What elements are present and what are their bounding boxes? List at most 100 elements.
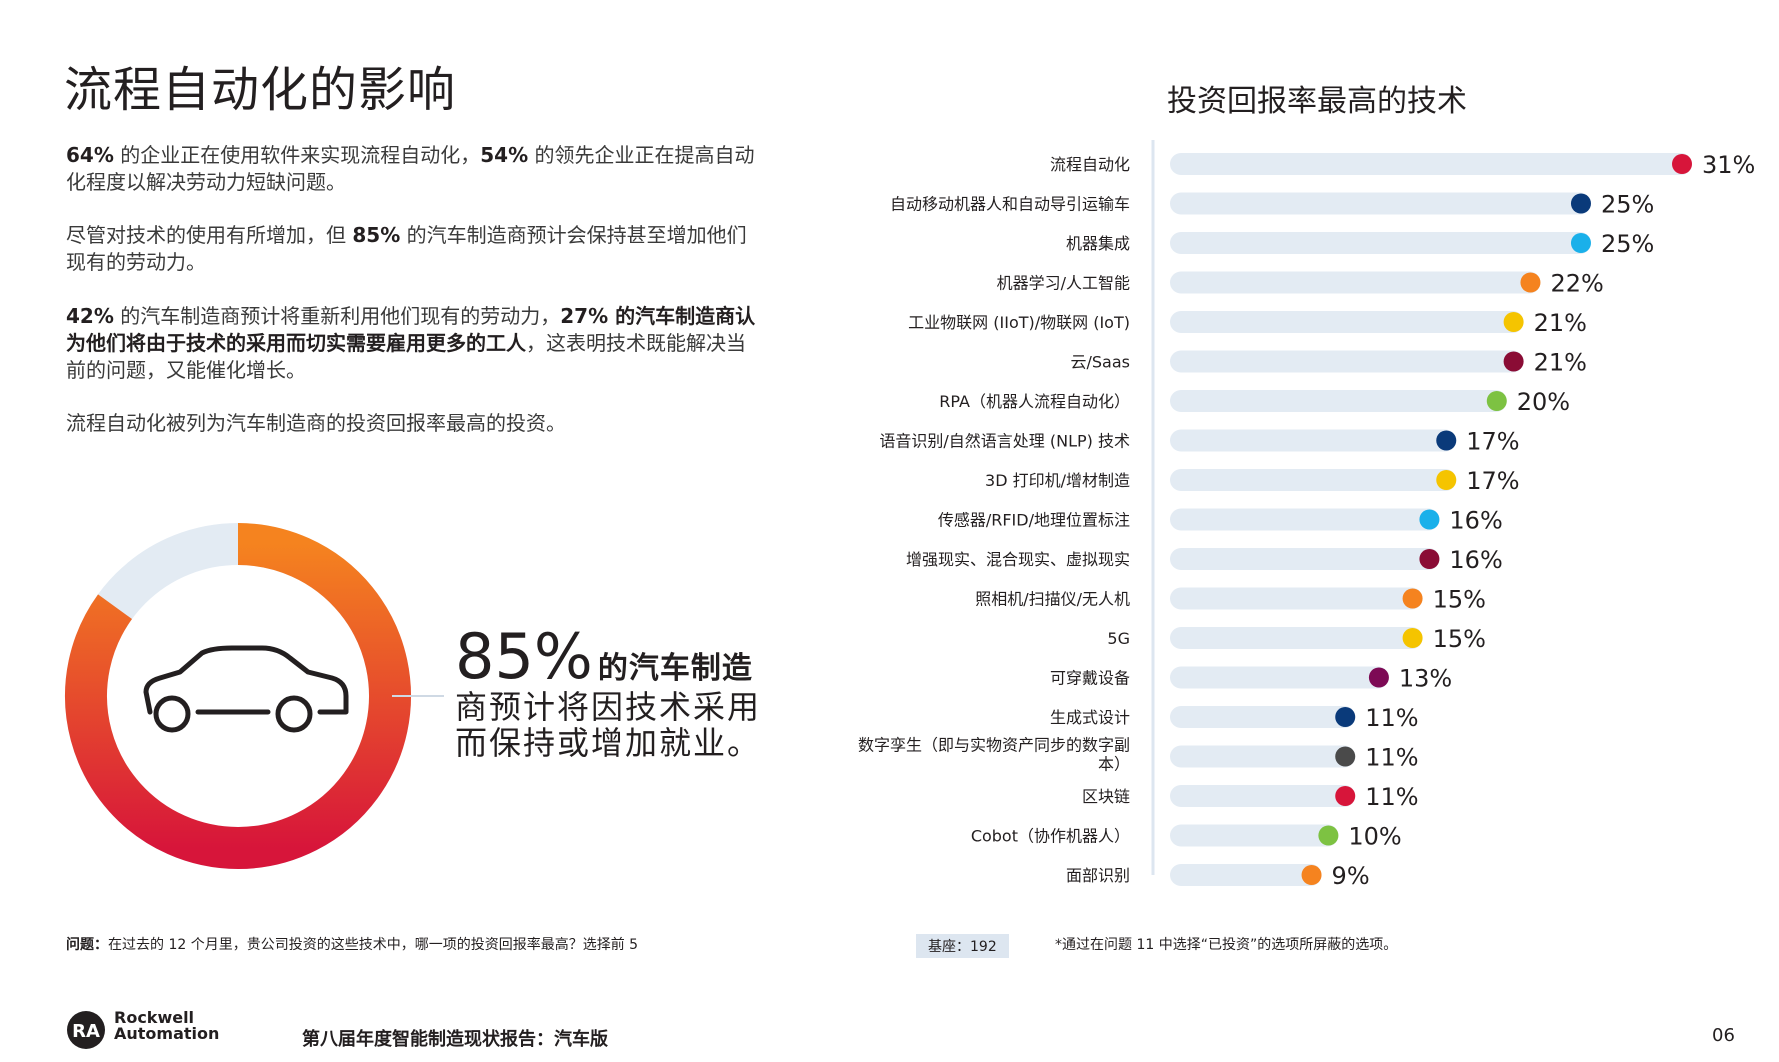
value-label: 21% — [1534, 349, 1587, 377]
value-label: 15% — [1433, 625, 1486, 653]
category-label: 云/Saas — [1071, 353, 1131, 372]
donut-text-line3: 而保持或增加就业。 — [455, 724, 762, 762]
category-label: 传感器/RFID/地理位置标注 — [938, 511, 1130, 530]
text: 尽管对技术的使用有所增加，但 — [66, 223, 353, 247]
bar-track — [1170, 153, 1692, 175]
bar-dot — [1520, 272, 1541, 293]
bar-dot — [1301, 865, 1322, 885]
category-label: 可穿戴设备 — [1050, 669, 1130, 688]
bar-dot — [1570, 193, 1591, 214]
category-label: 照相机/扫描仪/无人机 — [975, 590, 1130, 609]
text: 的领先企业正在提高自动化程度以解决劳动力短缺问题。 — [66, 143, 755, 194]
page-number: 06 — [1712, 1025, 1735, 1046]
bar-dot — [1335, 707, 1356, 727]
stat-85: 85% — [352, 223, 401, 247]
bar-track — [1170, 745, 1356, 768]
bar-track — [1170, 271, 1541, 294]
bar-dot — [1503, 312, 1524, 332]
value-label: 25% — [1601, 230, 1654, 258]
value-label: 15% — [1433, 586, 1486, 614]
question-label: 问题： — [66, 937, 108, 953]
value-label: 22% — [1550, 270, 1603, 298]
stat-27: 27% 的汽车制造商认为他们将由于技术的采用而切实需要雇用更多的工人 — [66, 304, 756, 355]
bar-track — [1170, 548, 1440, 570]
value-label: 11% — [1365, 744, 1418, 772]
stat-42: 42% — [66, 304, 114, 328]
category-label: RPA（机器人流程自动化） — [939, 392, 1130, 411]
bar-dot — [1402, 588, 1423, 609]
asterisk-footnote: *通过在问题 11 中选择“已投资”的选项所屏蔽的选项。 — [1055, 937, 1398, 953]
bar-track — [1170, 666, 1389, 689]
value-label: 20% — [1517, 388, 1570, 416]
category-label: 机器集成 — [1066, 234, 1130, 253]
bar-dot — [1570, 233, 1591, 253]
bar-track — [1170, 627, 1423, 649]
logo-mark: RA — [72, 1021, 100, 1042]
paragraph-3: 42% 的汽车制造商预计将重新利用他们现有的劳动力，27% 的汽车制造商认为他们… — [66, 303, 761, 384]
roi-bar-chart: 31% 流程自动化 25% 自动移动机器人和自动导引运输车 25% 机器集成 22% 机器学习… — [858, 140, 1755, 890]
rockwell-logo-icon: RA — [67, 1011, 105, 1049]
bar-dot — [1402, 628, 1423, 648]
text: 的汽车制造商预计会保持甚至增加他们现有的劳动力。 — [66, 223, 747, 274]
category-label: 区块链 — [1082, 787, 1130, 806]
value-label: 16% — [1449, 507, 1502, 535]
category-label: 数字孪生（即与实物资产同步的数字副本） — [858, 736, 1130, 774]
bar-track — [1170, 390, 1507, 412]
value-label: 31% — [1702, 151, 1755, 179]
category-label: 流程自动化 — [1050, 155, 1130, 174]
bar-track — [1170, 232, 1591, 254]
text: 的汽车制造商预计将重新利用他们现有的劳动力， — [113, 304, 561, 328]
bar-dot — [1503, 351, 1524, 372]
base-badge: 基座：192 — [916, 934, 1009, 958]
brand-line1: Rockwell — [114, 1008, 195, 1027]
bar-dot — [1672, 154, 1692, 174]
bar-track — [1170, 350, 1524, 373]
donut-value-arc — [65, 523, 411, 869]
category-label: 机器学习/人工智能 — [997, 274, 1130, 293]
value-label: 10% — [1348, 823, 1401, 851]
bar-track — [1170, 429, 1457, 452]
category-label: 5G — [1107, 629, 1130, 648]
text: ，这表明技术既能解决当前的问题，又能催化增长。 — [66, 331, 746, 382]
text: 的企业正在使用软件来实现流程自动化， — [113, 143, 481, 167]
paragraph-1: 64% 的企业正在使用软件来实现流程自动化，54% 的领先企业正在提高自动化程度… — [66, 142, 761, 196]
bar-dot — [1318, 825, 1339, 846]
donut-text-line1: 的汽车制造 — [597, 651, 753, 686]
bar-dot — [1436, 470, 1457, 490]
brand-name: Rockwell Automation — [114, 1010, 219, 1042]
value-label: 16% — [1449, 546, 1502, 574]
category-label: 工业物联网 (IIoT)/物联网 (IoT) — [908, 313, 1130, 332]
brand-line2: Automation — [114, 1024, 220, 1043]
bar-dot — [1335, 786, 1356, 806]
car-icon — [143, 645, 349, 733]
question-footnote: 问题：在过去的 12 个月里，贵公司投资的这些技术中，哪一项的投资回报率最高？选… — [66, 934, 638, 954]
value-label: 21% — [1534, 309, 1587, 337]
bar-dot — [1419, 509, 1440, 530]
value-label: 11% — [1365, 704, 1418, 732]
bar-track — [1170, 824, 1339, 847]
donut-callout: 85% 的汽车制造 商预计将因技术采用 而保持或增加就业。 — [455, 625, 785, 762]
value-label: 9% — [1332, 862, 1370, 890]
bar-track — [1170, 706, 1356, 728]
bar-dot — [1436, 430, 1457, 451]
bar-track — [1170, 311, 1524, 333]
donut-text-line2: 商预计将因技术采用 — [455, 688, 762, 726]
callout-line-extension — [414, 695, 444, 697]
bar-track — [1170, 785, 1356, 807]
bar-dot — [1368, 667, 1389, 688]
paragraph-2: 尽管对技术的使用有所增加，但 85% 的汽车制造商预计会保持甚至增加他们现有的劳… — [66, 222, 761, 276]
paragraph-4: 流程自动化被列为汽车制造商的投资回报率最高的投资。 — [66, 411, 566, 435]
bar-track — [1170, 192, 1591, 215]
value-label: 11% — [1365, 783, 1418, 811]
value-label: 25% — [1601, 191, 1654, 219]
stat-54: 54% — [480, 143, 529, 167]
category-label: 3D 打印机/增材制造 — [985, 471, 1130, 490]
bar-dot — [1419, 549, 1440, 569]
value-label: 17% — [1466, 428, 1519, 456]
category-label: 面部识别 — [1066, 866, 1130, 885]
donut-percent: 85% — [455, 620, 593, 693]
donut-chart — [65, 523, 414, 869]
chart-title: 投资回报率最高的技术 — [1167, 84, 1467, 119]
category-label: 语音识别/自然语言处理 (NLP) 技术 — [879, 432, 1130, 451]
question-text: 在过去的 12 个月里，贵公司投资的这些技术中，哪一项的投资回报率最高？选择前 … — [108, 937, 639, 953]
